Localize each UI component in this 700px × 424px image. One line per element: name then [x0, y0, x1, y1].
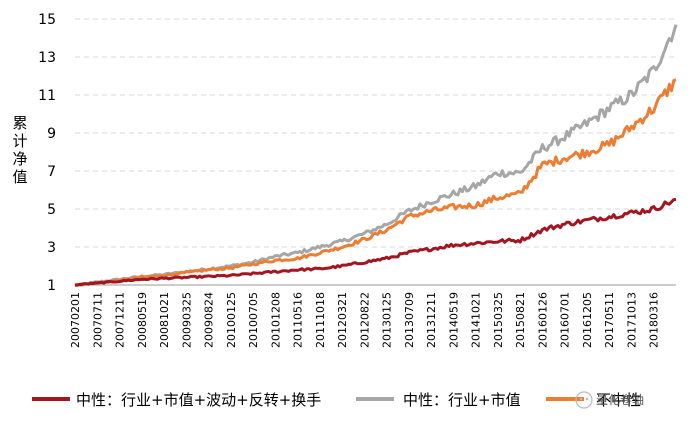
x-tick-label: 20130125 — [381, 292, 394, 348]
x-tick-label: 20071211 — [114, 292, 127, 348]
x-tick-label: 20120822 — [358, 292, 371, 348]
x-tick-label: 20161205 — [581, 292, 594, 348]
x-tick-label: 20070711 — [91, 292, 104, 348]
y-tick-label: 3 — [47, 240, 56, 256]
watermark-text: 量化卷轴 — [596, 392, 644, 407]
x-tick-label: 20070201 — [69, 292, 82, 348]
x-tick-label: 20150325 — [492, 292, 505, 348]
y-tick-label: 13 — [38, 50, 56, 66]
x-tick-label: 20101208 — [269, 292, 282, 348]
x-tick-label: 20160126 — [536, 292, 549, 348]
x-tick-label: 20090325 — [180, 292, 193, 348]
y-tick-label: 11 — [38, 88, 56, 104]
series-line — [74, 24, 678, 287]
legend-label: 中性：行业+市值 — [403, 391, 521, 409]
x-tick-label: 20080519 — [136, 292, 149, 348]
watermark-icon — [575, 391, 593, 409]
legend-label: 不中性 — [596, 391, 641, 409]
series-line — [74, 198, 677, 287]
x-tick-label: 20100705 — [247, 292, 260, 348]
x-tick-label: 20081021 — [158, 292, 171, 348]
gridlines — [75, 18, 676, 248]
x-tick-label: 20150821 — [514, 292, 527, 348]
x-tick-label: 20171013 — [625, 292, 638, 348]
series-line — [74, 78, 677, 287]
y-tick-label: 7 — [47, 164, 56, 180]
y-tick-label: 5 — [47, 202, 56, 218]
x-tick-label: 20160701 — [559, 292, 572, 348]
x-tick-label: 20120321 — [336, 292, 349, 348]
y-tick-label: 9 — [47, 126, 56, 142]
x-tick-label: 20140519 — [447, 292, 460, 348]
x-axis-ticks: 20070201 20070711 20071211 20080519 20081021… — [69, 292, 661, 348]
x-tick-label: 20170511 — [603, 292, 616, 348]
watermark-icon-dot — [585, 397, 589, 401]
x-tick-label: 20090824 — [203, 292, 216, 348]
y-axis-label: 累计净值 — [12, 114, 27, 186]
x-tick-label: 20180316 — [648, 292, 661, 348]
legend-label: 中性：行业+市值+波动+反转+换手 — [76, 391, 321, 409]
x-tick-label: 20100125 — [225, 292, 238, 348]
watermark: 量化卷轴 — [575, 391, 644, 409]
watermark-icon-dot — [579, 397, 583, 401]
series-lines — [74, 24, 678, 287]
x-tick-label: 20110516 — [292, 292, 305, 348]
x-tick-label: 20111018 — [314, 292, 327, 348]
x-tick-label: 20130709 — [403, 292, 416, 348]
y-tick-label: 1 — [47, 278, 56, 294]
x-tick-label: 20141021 — [470, 292, 483, 348]
y-tick-label: 15 — [38, 12, 56, 28]
x-tick-label: 20131211 — [425, 292, 438, 348]
legend: 中性：行业+市值+波动+反转+换手 中性：行业+市值 不中性 — [32, 391, 641, 409]
